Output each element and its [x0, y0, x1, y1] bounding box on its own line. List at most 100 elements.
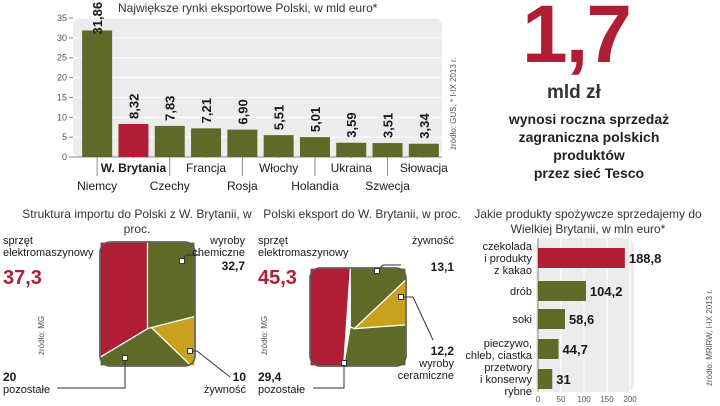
headline-line: produktów [553, 147, 625, 163]
bar-value-label: 8,32 [126, 94, 141, 119]
bar-rosja [227, 129, 258, 157]
y-tick-label: 0 [62, 152, 67, 162]
slice-leader [313, 363, 345, 389]
slice-label: ceramiczne [398, 370, 454, 382]
pie-slice-sprzęt-elektromaszynowy [309, 267, 351, 367]
y-tick-label: 20 [57, 73, 67, 83]
bar-value-label: 3,59 [344, 112, 359, 137]
plot-background [73, 18, 442, 157]
y-tick-label: 35 [57, 13, 67, 23]
slice-value: 29,4 [258, 370, 282, 384]
headline-line: zagraniczna polskich [518, 129, 660, 145]
food-bar-value: 44,7 [563, 342, 588, 357]
bar-value-label: 3,51 [381, 113, 396, 138]
food-category-label: i produkty [484, 253, 532, 265]
bar-czechy [154, 125, 185, 157]
export-pie-title-text: Polski eksport do W. Brytanii, w proc. [263, 207, 461, 221]
bar-value-label: 5,51 [272, 105, 287, 130]
x-tick-label: 150 [600, 395, 614, 404]
slice-value: 12,2 [431, 344, 455, 358]
slice-label: pozostałe [3, 384, 50, 396]
source-note: źródło: MG [37, 316, 46, 355]
slice-marker [187, 348, 193, 354]
pie-outline [309, 267, 407, 367]
slice-label: sprzęt [3, 235, 33, 247]
food-bar-value: 188,8 [629, 251, 662, 266]
food-chart-title: Jakie produkty spożywcze sprzedajemy do … [463, 207, 713, 237]
food-bar [538, 281, 586, 301]
slice-label: sprzęt [258, 235, 288, 247]
slice-label: wyroby [209, 235, 245, 247]
bar-chart-title: Największe rynki eksportowe Polski, w ml… [118, 1, 378, 15]
slice-label: żywność [412, 235, 455, 247]
bar-value-label: 7,83 [163, 96, 178, 121]
category-label: Rosja [227, 179, 258, 193]
bar-holandia [299, 137, 330, 157]
headline-value: 1,7 [522, 0, 632, 80]
x-tick-label: 100 [577, 395, 591, 404]
category-label: Słowacja [400, 161, 448, 175]
slice-value: 37,3 [3, 267, 42, 289]
food-category-label: rybne [504, 386, 532, 398]
bar-francja [191, 128, 222, 157]
slice-value: 32,7 [222, 259, 246, 273]
slice-marker [179, 258, 185, 264]
pie-slice-pozostałe [342, 324, 407, 367]
food-category-label: przetwory [484, 362, 532, 374]
food-chart-title-text: Jakie produkty spożywcze sprzedajemy do … [474, 207, 702, 236]
food-bar [538, 369, 553, 389]
food-category-label: drób [510, 286, 532, 298]
slice-label: żywność [204, 384, 247, 396]
category-label: Czechy [150, 179, 190, 193]
headline-line: przez sieć Tesco [533, 165, 645, 181]
slice-marker [374, 268, 380, 274]
food-category-label: soki [512, 314, 532, 326]
category-label: Włochy [259, 161, 298, 175]
slice-label: chemiczne [192, 247, 245, 259]
category-label: Holandia [291, 179, 339, 193]
bar-w-brytania [118, 123, 149, 157]
category-label: W. Brytania [101, 161, 167, 175]
food-category-label: pieczywo, [484, 338, 532, 350]
bar-niemcy [82, 30, 113, 158]
category-label: Niemcy [77, 179, 117, 193]
slice-value: 45,3 [258, 267, 297, 289]
category-label: Szwecja [365, 179, 410, 193]
source-note: źródło: MG [260, 316, 269, 355]
slice-leader [190, 350, 231, 378]
headline-line: wynosi roczna sprzedaż [508, 111, 670, 127]
slice-label: wyroby [418, 358, 454, 370]
export-pie-title: Polski eksport do W. Brytanii, w proc. [262, 207, 462, 222]
source-note: źródło: MRiRW, I-IX 2013 r. [705, 289, 714, 386]
slice-value: 13,1 [431, 260, 455, 274]
food-bar [538, 309, 565, 329]
bar-słowacja [408, 143, 439, 157]
bar-value-label: 7,21 [199, 98, 214, 123]
slice-marker [398, 294, 404, 300]
source-note: źródło: GUS, * I-IX 2013 r. [449, 58, 458, 150]
x-tick-label: 50 [557, 395, 566, 404]
slice-label: elektromaszynowy [258, 247, 349, 259]
headline-text: wynosi roczna sprzedaż zagraniczna polsk… [474, 110, 704, 182]
bar-ukraina [336, 142, 367, 157]
headline-unit: mld zł [547, 82, 601, 103]
food-bar-value: 104,2 [590, 284, 623, 299]
bar-value-label: 31,86 [90, 2, 105, 35]
y-tick-label: 25 [57, 53, 67, 63]
import-pie-title-text: Struktura importu do Polski z W. Brytani… [22, 207, 252, 236]
x-tick-label: 200 [623, 395, 637, 404]
bar-value-label: 5,01 [308, 107, 323, 132]
slice-marker [341, 360, 347, 366]
category-label: Francja [186, 161, 226, 175]
food-bar-value: 31 [556, 372, 570, 387]
bar-value-label: 6,90 [235, 99, 250, 124]
slice-value: 10 [233, 370, 247, 384]
bar-włochy [263, 135, 294, 157]
slice-leader [57, 358, 126, 389]
pie-outline [99, 241, 196, 367]
export-markets-bar-chart: 0 5 10 15 20 25 30 35 31,86 Niemcy 8,32 W. Brytania… [57, 2, 458, 193]
bar-szwecja [372, 143, 403, 157]
category-label: Ukraina [331, 161, 373, 175]
